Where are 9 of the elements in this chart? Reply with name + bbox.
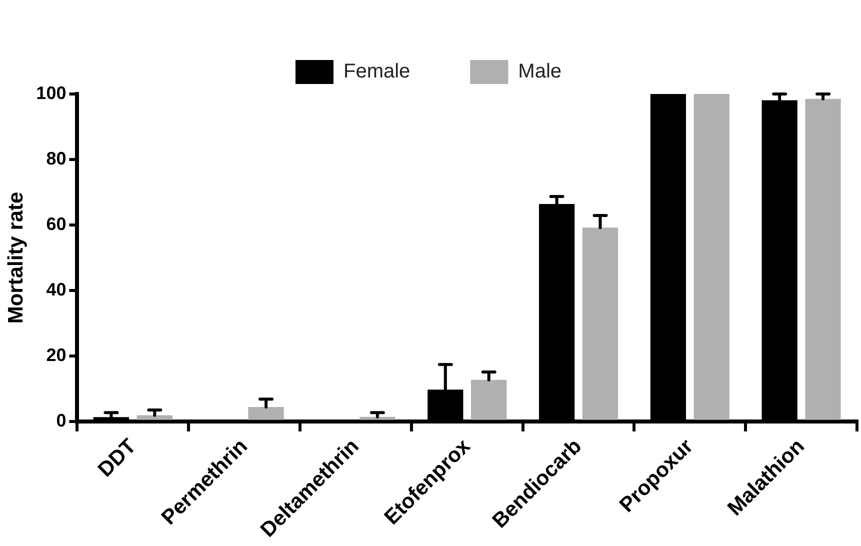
y-axis-title: Mortality rate [4,192,28,324]
y-tick-label: 20 [46,344,66,365]
y-tick-label: 100 [36,82,66,103]
legend-label: Male [518,60,562,83]
y-tick-label: 60 [46,214,66,234]
y-tick-label: 80 [46,148,66,168]
y-tick-label: 40 [46,279,66,300]
legend-label: Female [343,60,410,83]
y-tick-label: 0 [56,410,66,430]
